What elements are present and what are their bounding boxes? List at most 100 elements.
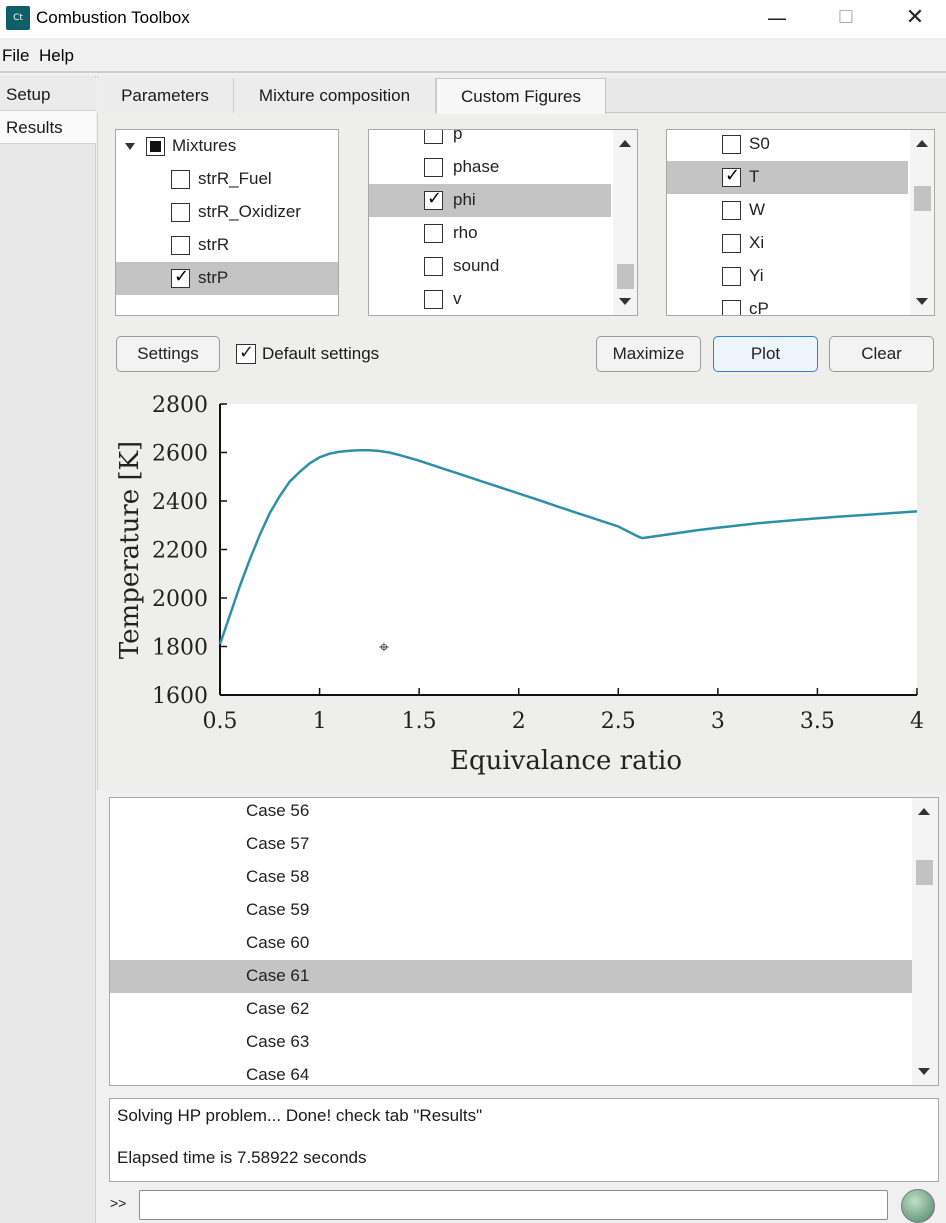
tree-item-strr[interactable]: strR — [116, 229, 338, 262]
x-var-row[interactable]: phase — [369, 151, 615, 184]
scroll-up-arrow-icon[interactable] — [916, 140, 928, 147]
x-var-checkbox[interactable] — [424, 290, 443, 309]
case-row[interactable]: Case 57 — [110, 828, 913, 861]
scroll-down-arrow-icon[interactable] — [918, 1068, 930, 1075]
scroll-down-arrow-icon[interactable] — [916, 298, 928, 305]
x-var-checkbox[interactable] — [424, 158, 443, 177]
y-var-checkbox[interactable] — [722, 135, 741, 154]
scroll-thumb[interactable] — [914, 186, 931, 211]
menu-file[interactable]: File — [2, 46, 30, 65]
temperature-plot[interactable]: 0.5 1 1.5 2 2.5 3 3.5 4 1600 1800 2000 2200 2400 2600… — [98, 385, 944, 785]
title-bar: Ct Combustion Toolbox — ☐ ✕ — [0, 0, 946, 38]
scroll-up-arrow-icon[interactable] — [918, 808, 930, 815]
tab-parameters[interactable]: Parameters — [97, 78, 234, 113]
tree-item-checkbox[interactable] — [171, 170, 190, 189]
tree-root-label: Mixtures — [172, 136, 237, 155]
tree-item-label: strP — [198, 268, 229, 287]
default-settings-label: Default settings — [262, 344, 380, 363]
y-var-label: Xi — [749, 233, 765, 252]
y-axis-label: Temperature [K] — [115, 441, 145, 659]
y-var-row-selected[interactable]: ✓ T — [667, 161, 908, 194]
default-settings-checkbox[interactable]: ✓ — [236, 342, 256, 364]
case-list-scrollbar[interactable] — [912, 798, 938, 1085]
tree-item-checkbox[interactable]: ✓ — [171, 266, 190, 288]
maximize-button[interactable]: Maximize — [596, 336, 701, 372]
tree-item-strp[interactable]: ✓ strP — [116, 262, 338, 295]
tree-root-checkbox[interactable] — [146, 137, 165, 156]
case-label: Case 58 — [246, 867, 310, 886]
status-lamp-icon — [901, 1189, 935, 1223]
x-var-row[interactable]: rho — [369, 217, 615, 250]
y-var-checkbox[interactable]: ✓ — [722, 165, 741, 187]
scroll-down-arrow-icon[interactable] — [619, 298, 631, 305]
left-tab-strip: Setup Results — [0, 76, 96, 1223]
tree-item-checkbox[interactable] — [171, 203, 190, 222]
x-variable-list[interactable]: p phase ✓ phi rho sound v — [368, 129, 638, 316]
x-list-scrollbar[interactable] — [613, 130, 637, 315]
x-var-checkbox[interactable] — [424, 257, 443, 276]
y-tick-label: 1600 — [152, 684, 208, 709]
x-var-label: sound — [453, 256, 500, 275]
case-row-selected[interactable]: Case 61 — [110, 960, 913, 993]
x-var-row[interactable]: v — [369, 283, 615, 315]
clear-button[interactable]: Clear — [829, 336, 934, 372]
y-variable-list[interactable]: S0 ✓ T W Xi Yi cP — [666, 129, 935, 316]
x-var-label: phi — [453, 190, 476, 209]
case-row[interactable]: Case 58 — [110, 861, 913, 894]
x-tick-label: 2.5 — [601, 709, 636, 734]
plot-ticks: 0.5 1 1.5 2 2.5 3 3.5 4 1600 1800 2000 2200 2400 2600… — [152, 393, 924, 734]
tab-results[interactable]: Results — [0, 111, 96, 144]
x-var-row[interactable]: p — [369, 130, 615, 151]
case-row[interactable]: Case 56 — [110, 798, 913, 828]
expand-arrow-icon[interactable] — [125, 143, 135, 150]
scroll-up-arrow-icon[interactable] — [619, 140, 631, 147]
menu-help[interactable]: Help — [39, 46, 74, 65]
x-var-row-selected[interactable]: ✓ phi — [369, 184, 611, 217]
x-var-checkbox[interactable] — [424, 130, 443, 144]
minimize-button[interactable]: — — [767, 6, 787, 30]
x-var-checkbox[interactable]: ✓ — [424, 188, 443, 210]
tree-item-strr-oxidizer[interactable]: strR_Oxidizer — [116, 196, 338, 229]
tree-item-strr-fuel[interactable]: strR_Fuel — [116, 163, 338, 196]
y-var-row[interactable]: W — [667, 194, 912, 227]
x-tick-label: 1.5 — [402, 709, 437, 734]
scroll-thumb[interactable] — [916, 860, 933, 885]
y-var-checkbox[interactable] — [722, 267, 741, 286]
tree-item-checkbox[interactable] — [171, 236, 190, 255]
y-var-row[interactable]: S0 — [667, 130, 912, 161]
case-row[interactable]: Case 64 — [110, 1059, 913, 1085]
plot-button[interactable]: Plot — [713, 336, 818, 372]
close-button[interactable]: ✕ — [905, 5, 925, 30]
x-var-row[interactable]: sound — [369, 250, 615, 283]
y-var-checkbox[interactable] — [722, 234, 741, 253]
x-var-label: rho — [453, 223, 478, 242]
y-var-label: cP — [749, 299, 769, 316]
command-input[interactable] — [139, 1190, 888, 1220]
x-var-checkbox[interactable] — [424, 224, 443, 243]
settings-button[interactable]: Settings — [116, 336, 220, 372]
case-row[interactable]: Case 62 — [110, 993, 913, 1026]
y-var-row[interactable]: cP — [667, 293, 912, 316]
crosshair-cursor-icon: ⌖ — [379, 637, 389, 658]
y-var-row[interactable]: Xi — [667, 227, 912, 260]
y-list-scrollbar[interactable] — [910, 130, 934, 315]
scroll-thumb[interactable] — [617, 264, 634, 289]
case-label: Case 64 — [246, 1065, 310, 1084]
case-row[interactable]: Case 59 — [110, 894, 913, 927]
y-var-checkbox[interactable] — [722, 300, 741, 315]
x-tick-label: 3.5 — [800, 709, 835, 734]
console-line: Elapsed time is 7.58922 seconds — [117, 1148, 367, 1167]
y-var-checkbox[interactable] — [722, 201, 741, 220]
tab-custom-figures[interactable]: Custom Figures — [436, 78, 606, 114]
tab-mixture-composition[interactable]: Mixture composition — [234, 78, 436, 113]
mixtures-tree[interactable]: Mixtures strR_Fuel strR_Oxidizer strR ✓ … — [115, 129, 339, 316]
case-row[interactable]: Case 63 — [110, 1026, 913, 1059]
maximize-window-button[interactable]: ☐ — [837, 7, 855, 28]
case-list[interactable]: Case 56 Case 57 Case 58 Case 59 Case 60 Case … — [109, 797, 939, 1086]
console-line: Solving HP problem... Done! check tab "R… — [117, 1106, 483, 1125]
case-label: Case 59 — [246, 900, 310, 919]
tree-root-row[interactable]: Mixtures — [116, 130, 338, 163]
tab-setup[interactable]: Setup — [0, 78, 96, 111]
y-var-row[interactable]: Yi — [667, 260, 912, 293]
case-row[interactable]: Case 60 — [110, 927, 913, 960]
